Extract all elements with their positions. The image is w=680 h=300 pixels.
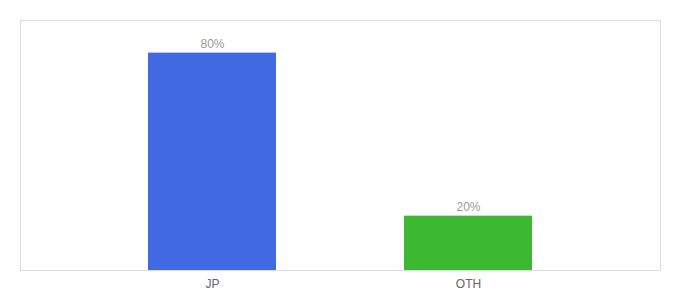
svg-text:20%: 20%	[456, 200, 480, 214]
svg-text:OTH: OTH	[456, 277, 481, 291]
svg-text:80%: 80%	[200, 37, 224, 51]
svg-text:JP: JP	[205, 277, 219, 291]
